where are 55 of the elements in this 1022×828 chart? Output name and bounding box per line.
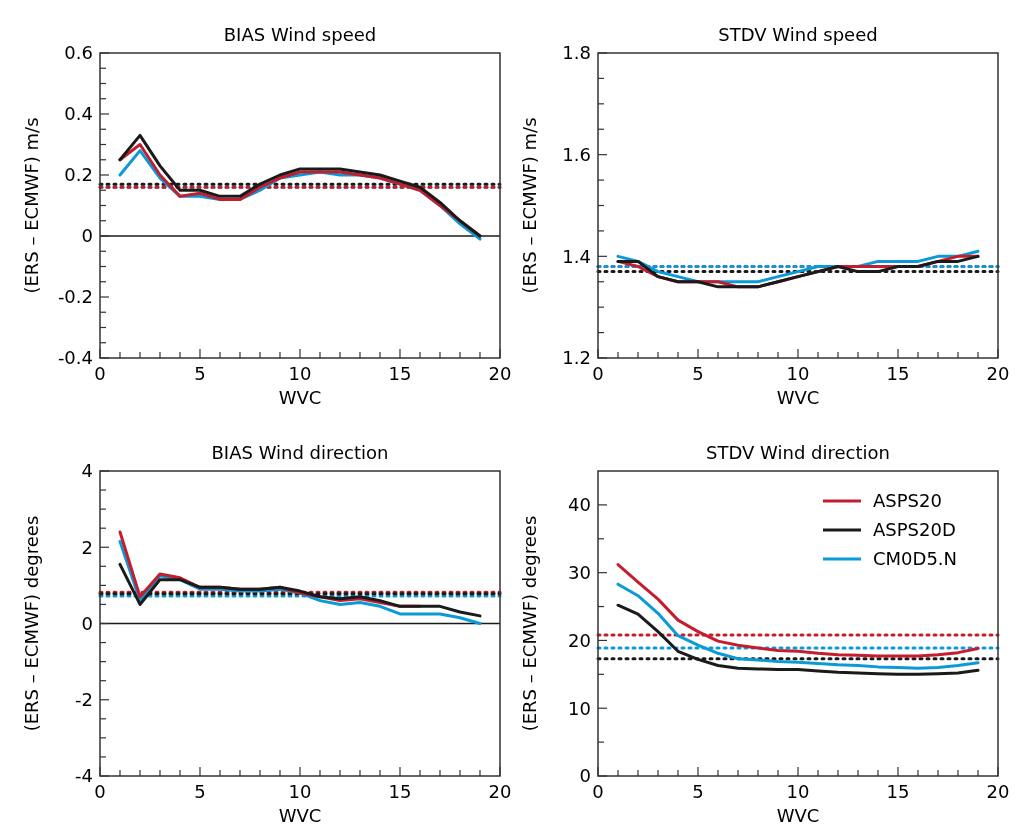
y-tick-label: 1.2 [562, 347, 591, 369]
y-tick-label: 0 [81, 225, 93, 247]
x-tick-label: 5 [194, 781, 206, 802]
y-tick-label: 30 [568, 561, 591, 583]
x-tick-label: 10 [786, 781, 810, 802]
x-tick-label: 0 [592, 781, 604, 802]
y-axis-title: (ERS – ECMWF) degrees [519, 515, 540, 732]
x-tick-label: 5 [194, 363, 206, 384]
y-tick-label: 1.8 [562, 42, 591, 64]
y-tick-label: 10 [568, 697, 591, 719]
y-tick-label: 0.6 [64, 42, 93, 64]
x-tick-label: 0 [592, 363, 604, 384]
x-tick-label: 0 [94, 781, 106, 802]
y-axis-title: (ERS – ECMWF) m/s [21, 117, 42, 294]
y-axis-title: (ERS – ECMWF) m/s [519, 117, 540, 294]
x-tick-label: 20 [986, 363, 1010, 384]
y-tick-label: 20 [568, 629, 591, 651]
chart-title: STDV Wind direction [706, 442, 890, 463]
y-axis-title: (ERS – ECMWF) degrees [21, 515, 42, 732]
x-tick-label: 5 [692, 781, 704, 802]
y-tick-label: 0.4 [64, 103, 93, 125]
y-tick-label: -0.2 [57, 286, 93, 308]
x-tick-label: 15 [886, 363, 910, 384]
y-tick-label: -2 [75, 689, 93, 711]
x-axis-title: WVC [278, 805, 322, 826]
chart-title: STDV Wind speed [718, 24, 878, 45]
y-tick-label: 1.4 [562, 245, 591, 267]
x-tick-label: 20 [488, 363, 512, 384]
y-tick-label: 0 [81, 612, 93, 634]
x-tick-label: 20 [488, 781, 512, 802]
y-tick-label: 0 [579, 765, 591, 787]
y-tick-label: 40 [568, 494, 591, 516]
x-axis-title: WVC [278, 387, 322, 408]
x-tick-label: 15 [388, 781, 412, 802]
y-tick-label: 2 [81, 536, 93, 558]
legend-label: CM0D5.N [873, 548, 958, 570]
x-tick-label: 10 [786, 363, 810, 384]
x-tick-label: 15 [886, 781, 910, 802]
y-tick-label: 0.2 [64, 164, 93, 186]
y-tick-label: 4 [81, 460, 93, 482]
x-axis-title: WVC [776, 387, 820, 408]
x-tick-label: 10 [288, 781, 312, 802]
chart-title: BIAS Wind direction [211, 442, 389, 463]
x-tick-label: 20 [986, 781, 1010, 802]
y-tick-label: -0.4 [57, 347, 93, 369]
legend-label: ASPS20D [873, 519, 956, 541]
x-tick-label: 15 [388, 363, 412, 384]
x-tick-label: 5 [692, 363, 704, 384]
y-tick-label: -4 [75, 765, 93, 787]
y-tick-label: 1.6 [562, 143, 591, 165]
legend-label: ASPS20 [873, 490, 942, 512]
x-axis-title: WVC [776, 805, 820, 826]
x-tick-label: 10 [288, 363, 312, 384]
x-tick-label: 0 [94, 363, 106, 384]
chart-title: BIAS Wind speed [223, 24, 377, 45]
